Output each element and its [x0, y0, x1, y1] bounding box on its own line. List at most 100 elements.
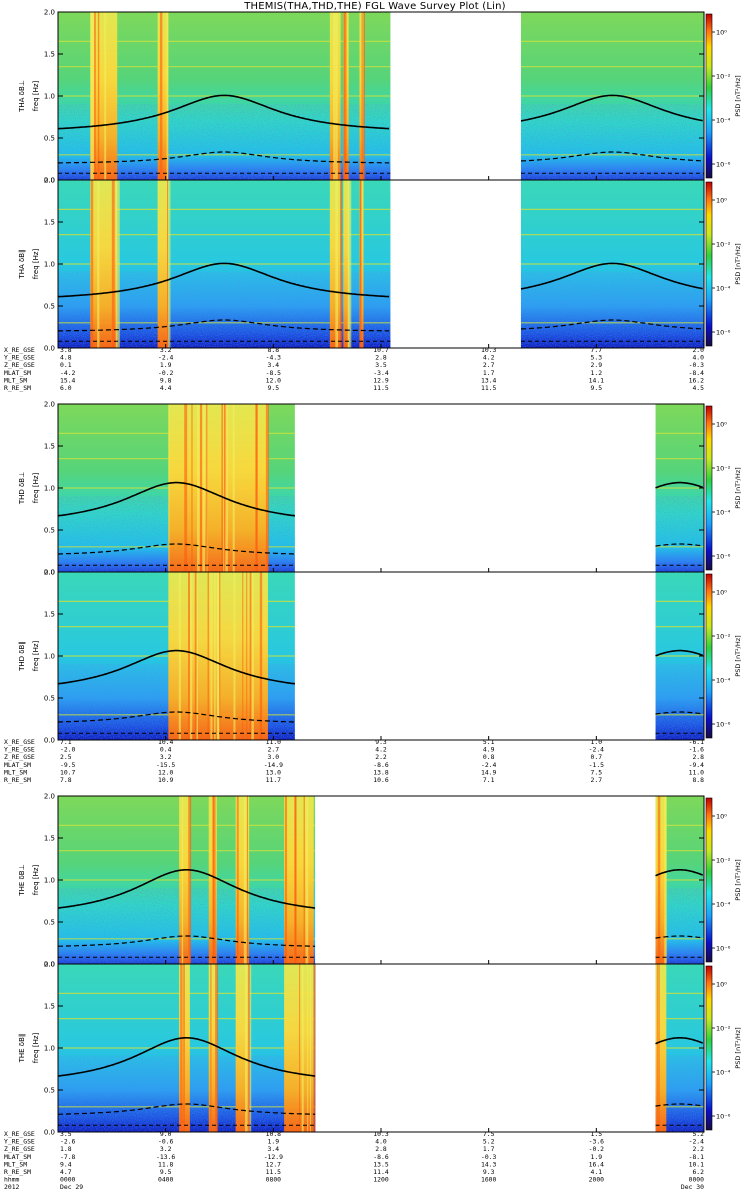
ephemeris-value: 4.2 — [483, 354, 495, 362]
ephemeris-value: 2.0 — [692, 346, 704, 354]
y-tick-label: 1.0 — [44, 485, 55, 493]
spectrogram-panel: 0.0 0.5 1.0 1.5 2.0 freq [Hz] THA δB∥ 10⁰ 10⁻² 10… — [18, 177, 742, 353]
ephemeris-value: 1.9 — [268, 1138, 280, 1146]
fce-curve — [58, 868, 316, 909]
colorbar-tick-label: 10⁻² — [716, 465, 731, 473]
time-axis-value: 0400 — [158, 1176, 174, 1184]
burst-streak — [348, 180, 352, 348]
colorbar-label: PSD [nT²/Hz] — [734, 243, 742, 284]
ephemeris-value: 5.1 — [483, 738, 495, 746]
ephemeris-value: 10.4 — [158, 738, 174, 746]
burst-streak — [305, 796, 309, 964]
burst-streak — [233, 572, 236, 740]
burst-streak — [243, 796, 247, 964]
ephemeris-value: 9.8 — [160, 376, 172, 384]
colorbar — [705, 573, 713, 739]
burst-streak — [242, 572, 244, 740]
y-tick-label: 2.0 — [44, 9, 55, 17]
time-axis-value: Dec 29 — [60, 1183, 83, 1191]
burst-streak — [307, 964, 309, 1132]
ephemeris-value: -2.4 — [158, 354, 174, 362]
ephemeris-value: 4.0 — [692, 354, 704, 362]
burst-streak — [212, 796, 214, 964]
ephemeris-value: 0.7 — [591, 753, 603, 761]
burst-streak — [215, 964, 219, 1132]
fce-curve — [58, 481, 296, 517]
colorbar-tick-label: 10⁻² — [716, 1025, 731, 1033]
ephemeris-value: -2.4 — [689, 1138, 705, 1146]
ephemeris-value: 14.1 — [589, 376, 605, 384]
burst-band — [157, 12, 169, 180]
burst-streak — [656, 964, 658, 1132]
burst-streak — [344, 12, 347, 180]
spectrogram-image — [58, 572, 704, 740]
ephemeris-value: 9.3 — [375, 738, 387, 746]
probe-thd: 0.0 0.5 1.0 1.5 2.0 freq [Hz] THD δB⊥ 10⁰ 10⁻² 10… — [4, 401, 742, 785]
burst-band — [208, 964, 217, 1132]
colorbar-tick-label: 10⁻⁴ — [716, 901, 731, 909]
ephemeris-value: 10.7 — [373, 346, 389, 354]
time-axis-value: 0800 — [266, 1176, 282, 1184]
colorbar-tick-label: 10⁻⁴ — [716, 285, 731, 293]
ephemeris-label: Y_RE_GSE — [4, 1138, 35, 1146]
burst-streak — [206, 404, 208, 572]
y-tick-label: 0.0 — [44, 177, 55, 185]
spectrogram-panel: 0.0 0.5 1.0 1.5 2.0 freq [Hz] THE δB∥ 10⁰ 10⁻² 10… — [18, 961, 742, 1137]
ephemeris-value: 3.8 — [60, 346, 72, 354]
ephemeris-label: Y_RE_GSE — [4, 746, 35, 754]
ephemeris-label: MLT_SM — [4, 768, 27, 776]
burst-streak — [245, 964, 248, 1132]
time-axis-value: Dec 30 — [681, 1183, 704, 1191]
y-tick-label: 1.5 — [44, 51, 55, 59]
burst-streak — [90, 12, 93, 180]
ephemeris-label: Y_RE_GSE — [4, 354, 35, 362]
fce-curve — [58, 262, 390, 298]
ephemeris-value: 14.9 — [481, 768, 497, 776]
ephemeris-label: R_RE_SM — [4, 384, 31, 392]
ephemeris-value: -2.0 — [60, 746, 76, 754]
burst-streak — [181, 796, 184, 964]
y-tick-label: 0.5 — [44, 1087, 55, 1095]
colorbar-tick-label: 10⁻² — [716, 73, 731, 81]
ephemeris-value: 10.8 — [266, 1130, 282, 1138]
ephemeris-value: -2.4 — [589, 746, 605, 754]
fce-curve — [655, 868, 704, 877]
ephemeris-value: 3.4 — [268, 361, 280, 369]
ephemeris-value: 11.0 — [266, 738, 282, 746]
y-axis-label-probe: THD δB⊥ — [18, 472, 26, 505]
probe-tha: 0.0 0.5 1.0 1.5 2.0 freq [Hz] THA δB⊥ 10⁰ 10⁻² 10… — [4, 9, 742, 393]
fce-half-curve — [520, 319, 703, 330]
burst-streak — [248, 964, 252, 1132]
ephemeris-value: 11.7 — [266, 776, 282, 784]
ephemeris-value: -9.4 — [689, 761, 705, 769]
ephemeris-value: -3.6 — [589, 1138, 605, 1146]
y-tick-label: 1.0 — [44, 1045, 55, 1053]
ephemeris-value: -8.6 — [373, 761, 389, 769]
burst-band — [284, 796, 314, 964]
time-axis-value: 2000 — [589, 1176, 605, 1184]
burst-streak — [167, 180, 169, 348]
ephemeris-value: -1.6 — [689, 746, 705, 754]
colorbar — [705, 405, 713, 571]
ephemeris-label: MLAT_SM — [4, 369, 31, 377]
chart-root: 0.0 0.5 1.0 1.5 2.0 freq [Hz] THA δB⊥ 10⁰ 10⁻² 10… — [4, 9, 742, 1192]
ephemeris-label: MLAT_SM — [4, 761, 31, 769]
ephemeris-value: 0.8 — [483, 753, 495, 761]
noise-texture — [520, 272, 704, 348]
ephemeris-value: 10.6 — [373, 776, 389, 784]
ephemeris-value: 2.8 — [375, 354, 387, 362]
ephemeris-value: 5.2 — [692, 1130, 704, 1138]
ephemeris-value: 9.5 — [591, 384, 603, 392]
ephemeris-label: MLAT_SM — [4, 1153, 31, 1161]
ephemeris-label: X_RE_GSE — [4, 738, 35, 746]
burst-streak — [197, 404, 200, 572]
colorbar-tick-label: 10⁻⁶ — [716, 945, 731, 953]
colorbar-label: PSD [nT²/Hz] — [734, 467, 742, 508]
ephemeris-value: 11.4 — [373, 1168, 389, 1176]
ephemeris-value: -0.2 — [589, 1145, 605, 1153]
burst-streak — [189, 572, 193, 740]
ephemeris-value: 14.3 — [481, 1160, 497, 1168]
probe-the: 0.0 0.5 1.0 1.5 2.0 freq [Hz] THE δB⊥ 10⁰ 10⁻² 10… — [4, 793, 742, 1177]
y-tick-label: 2.0 — [44, 177, 55, 185]
